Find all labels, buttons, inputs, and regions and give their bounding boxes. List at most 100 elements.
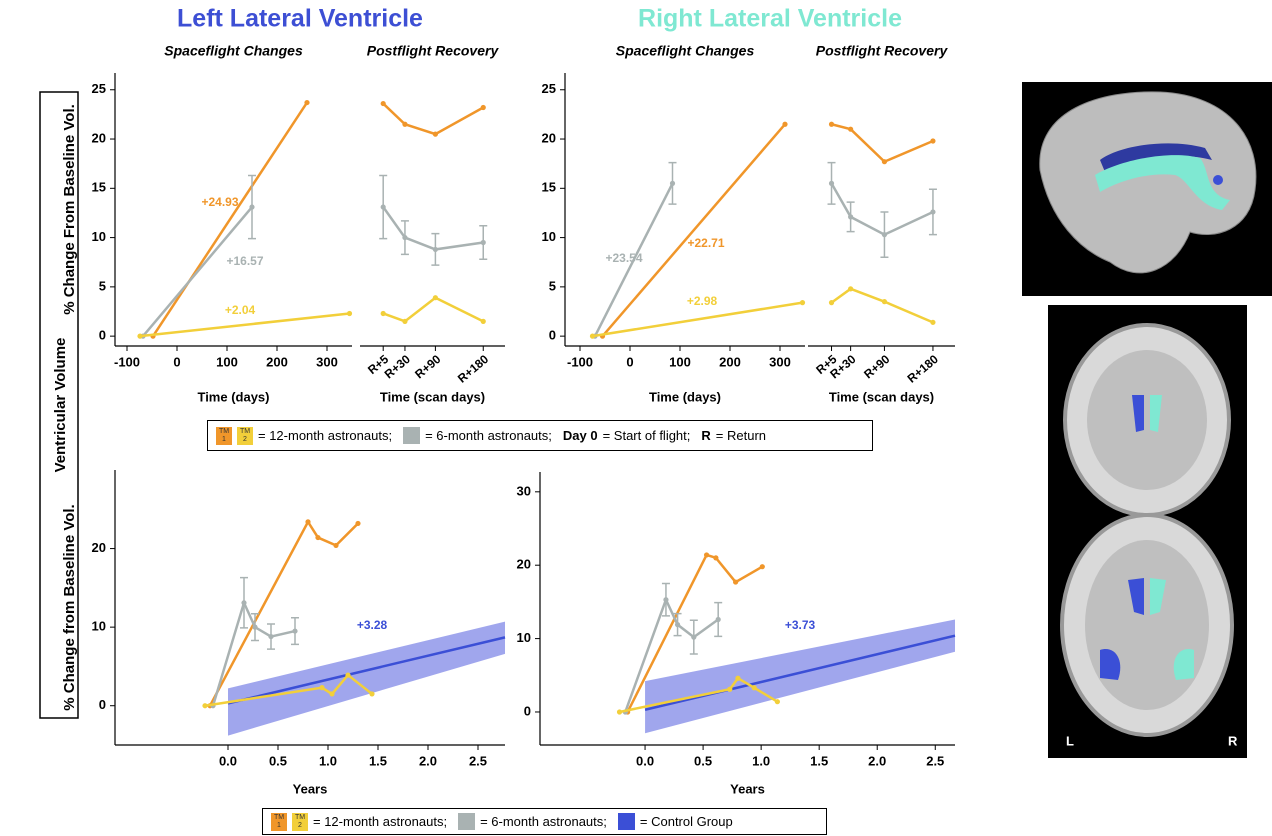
data-point: [319, 685, 325, 691]
y-tick-label: 20: [92, 130, 106, 145]
data-point: [480, 318, 486, 324]
x-tick-label: 0: [626, 354, 633, 369]
legend-icon-text: TM: [218, 427, 230, 435]
legend-swatch: [617, 813, 635, 830]
panel-title: Spaceflight Changes: [616, 43, 755, 59]
data-point: [828, 180, 835, 186]
trend-line: [644, 634, 956, 711]
x-tick-label: 1.5: [810, 753, 828, 768]
x-tick-label: -100: [114, 354, 140, 369]
x-tick-label: R+180: [455, 352, 492, 386]
legend: TM 1 TM 2 = 12-month astronauts; = 6-month…: [262, 808, 827, 835]
data-point: [799, 300, 806, 306]
x-axis-label: Time (scan days): [380, 389, 485, 404]
x-tick-label: 0.5: [269, 753, 287, 768]
x-tick-label: 300: [769, 354, 791, 369]
x-tick-label: 0.0: [219, 753, 237, 768]
data-point: [751, 685, 757, 691]
change-label: +3.28: [357, 618, 388, 632]
data-point: [703, 552, 710, 558]
side-box: [39, 91, 79, 719]
y-tick-label: 20: [542, 130, 556, 145]
y-tick-label: 25: [92, 81, 106, 96]
legend-text: = Return: [715, 428, 767, 443]
legend-text: Day 0: [562, 428, 598, 443]
x-tick-label: 0: [173, 354, 180, 369]
column-heading: Right Lateral Ventricle: [638, 5, 902, 33]
data-point: [137, 333, 143, 339]
data-point: [733, 579, 739, 585]
data-point: [930, 138, 936, 144]
panel-title: Spaceflight Changes: [164, 43, 303, 59]
data-point: [930, 319, 936, 325]
change-label: +23.54: [605, 251, 642, 265]
data-point: [480, 104, 486, 111]
x-tick-label: 1.5: [369, 753, 387, 768]
data-point: [715, 616, 721, 623]
x-tick-label: 100: [669, 354, 691, 369]
series-line: [831, 123, 934, 164]
series-line: [382, 206, 484, 251]
data-point: [848, 214, 854, 220]
y-tick-label: 0: [524, 703, 531, 718]
data-point: [674, 622, 681, 628]
y-tick-label: 10: [542, 229, 556, 244]
series-line: [593, 182, 674, 337]
x-tick-label: R+30: [382, 352, 413, 382]
data-point: [305, 519, 311, 525]
data-point: [346, 310, 353, 317]
data-point: [589, 333, 596, 339]
data-point: [402, 318, 408, 324]
data-point: [432, 131, 438, 137]
x-tick-label: 200: [719, 354, 741, 369]
data-point: [848, 286, 854, 292]
legend-text: = Control Group: [639, 814, 733, 829]
legend-text: = 6-month astronauts;: [480, 814, 607, 829]
legend-icon-text: TM: [239, 427, 251, 435]
brain-label: R: [1228, 733, 1238, 748]
legend-swatch: TM 2: [237, 426, 253, 445]
brain-sagittal: [1022, 82, 1272, 296]
confidence-band: [645, 619, 955, 734]
y-tick-label: 25: [542, 81, 556, 96]
x-tick-label: -100: [567, 354, 593, 369]
x-tick-label: 2.5: [926, 753, 944, 768]
data-point: [249, 204, 255, 210]
x-tick-label: 200: [266, 354, 288, 369]
y-tick-label: 15: [542, 180, 556, 195]
data-point: [735, 675, 741, 681]
confidence-band: [228, 621, 505, 736]
data-point: [402, 121, 408, 127]
change-label: +24.93: [201, 195, 238, 209]
y-axis-label: % Change From Baseline Vol.: [61, 104, 78, 315]
side-label: Ventricular Volume: [52, 338, 69, 473]
series-line: [601, 123, 786, 337]
data-point: [663, 597, 669, 603]
x-tick-label: 2.0: [868, 753, 886, 768]
x-tick-label: 1.0: [752, 753, 770, 768]
x-axis-label: Years: [293, 781, 328, 796]
y-tick-label: 5: [549, 278, 556, 293]
change-label: +22.71: [687, 236, 724, 250]
data-point: [432, 295, 438, 301]
y-axis-label: % Change from Baseline Vol.: [61, 504, 78, 710]
x-axis-label: Time (scan days): [829, 389, 934, 404]
data-point: [881, 159, 888, 165]
data-point: [345, 672, 351, 678]
x-tick-label: 300: [316, 354, 338, 369]
series-line: [830, 287, 934, 324]
x-tick-label: R+90: [412, 352, 443, 382]
brain-slices: L R: [1048, 305, 1247, 758]
legend-icon-text: TM: [273, 813, 285, 821]
y-tick-label: 5: [99, 278, 106, 293]
data-point: [828, 121, 835, 127]
column-heading: Left Lateral Ventricle: [177, 5, 423, 33]
x-tick-label: R+90: [861, 352, 892, 382]
data-point: [304, 99, 310, 106]
series-line: [382, 102, 484, 136]
data-point: [480, 239, 486, 246]
legend-icon-text: TM: [294, 813, 306, 821]
data-point: [252, 624, 258, 630]
data-point: [881, 299, 888, 305]
data-point: [333, 542, 339, 549]
